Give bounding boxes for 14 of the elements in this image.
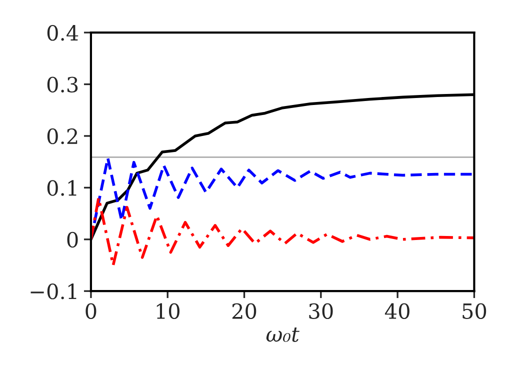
x-tick-label: 10 [156, 303, 180, 320]
y-tick-label: 0 [67, 232, 78, 248]
x-tick-label: 30 [309, 303, 333, 320]
y-tick-label: 0.1 [47, 180, 76, 196]
x-tick-label: 40 [384, 303, 410, 320]
x-tick-label: 20 [232, 303, 256, 320]
y-tick-label: 0.2 [47, 128, 78, 144]
y-tick-label: −0.1 [30, 284, 76, 300]
x-tick-label: 50 [462, 303, 486, 320]
y-tick-label: 0.3 [47, 76, 78, 92]
line-series [90, 196, 474, 267]
x-axis-title: ω₀t [266, 327, 300, 342]
x-tick-label: 0 [86, 303, 96, 320]
y-tick-label: 0.4 [47, 25, 78, 41]
